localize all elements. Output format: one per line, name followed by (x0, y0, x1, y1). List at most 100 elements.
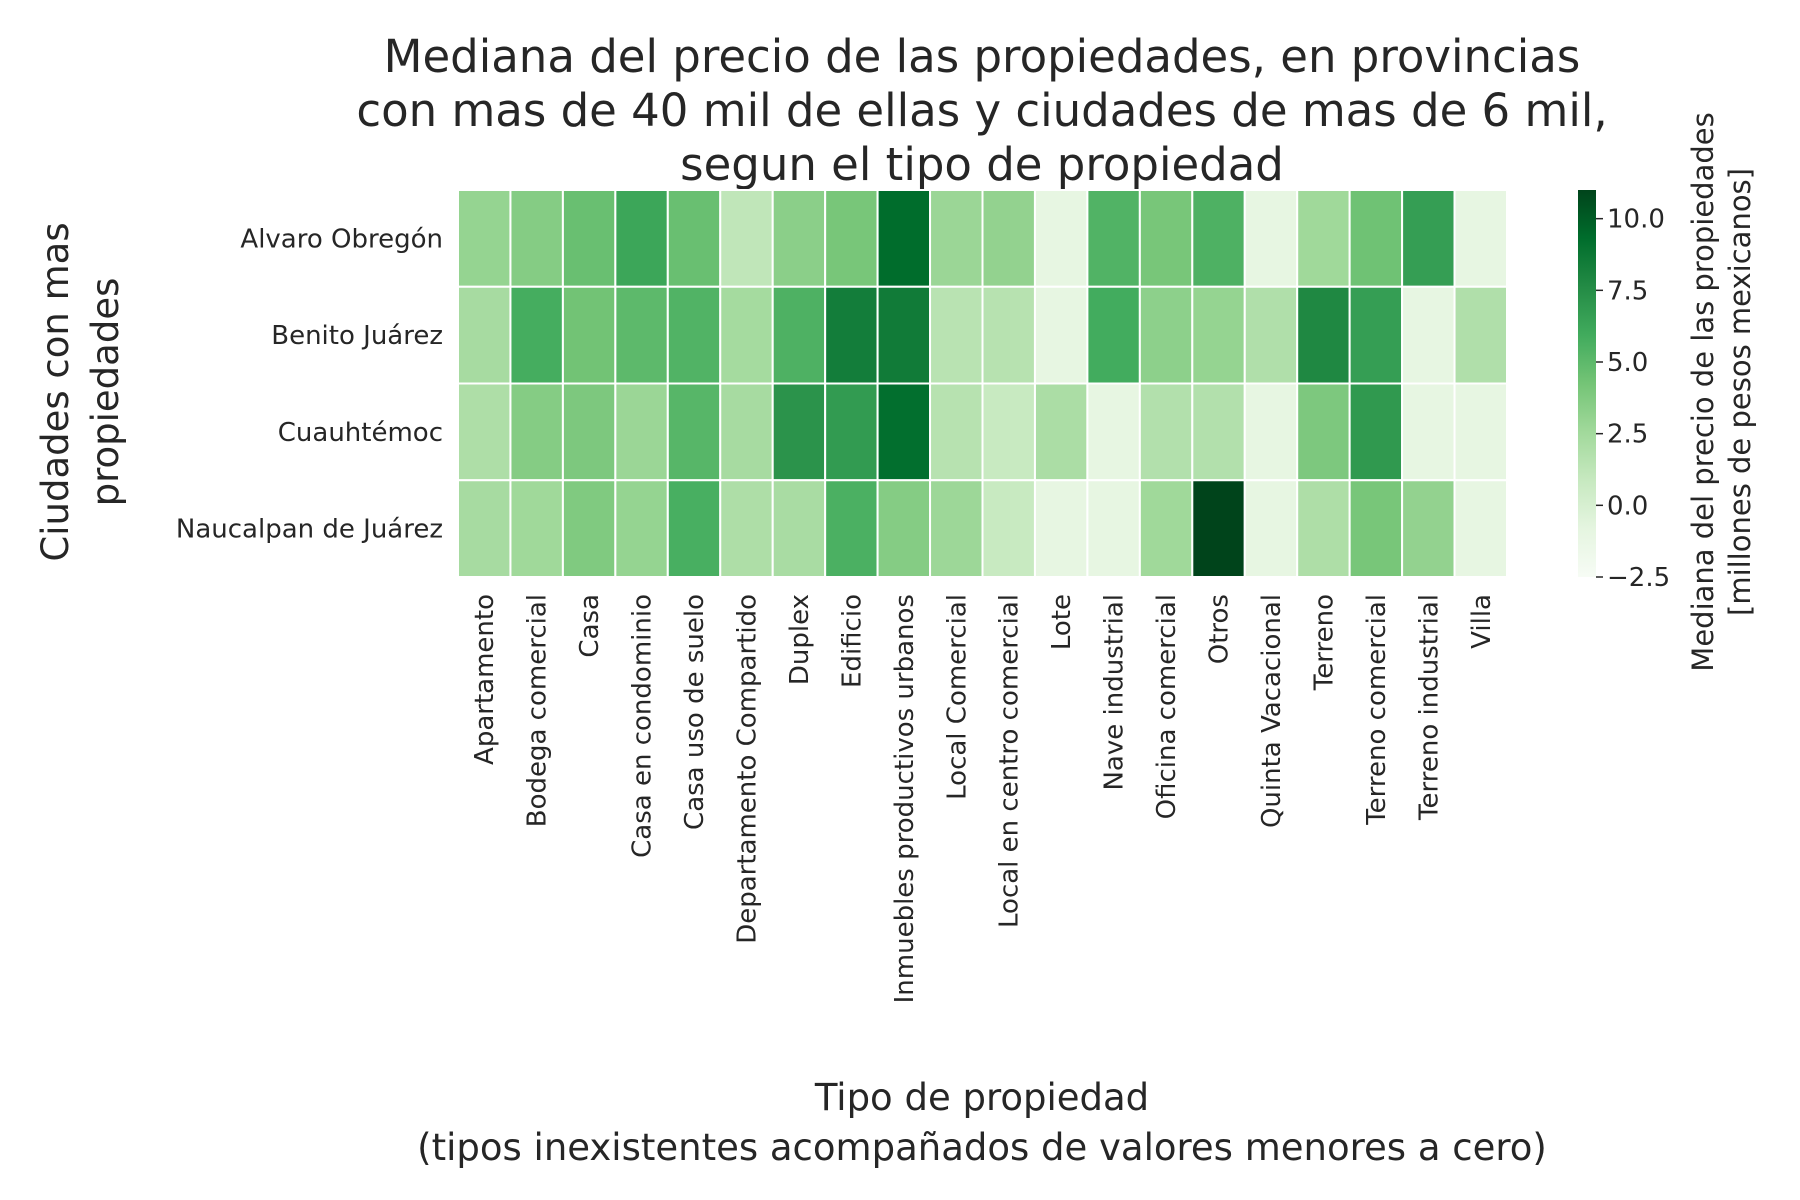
heatmap-cell (1296, 189, 1351, 288)
colorbar-tick-label: 10.0 (1607, 205, 1665, 235)
heatmap-cell (614, 189, 669, 288)
heatmap-cell (1191, 189, 1246, 288)
heatmap-cell (876, 189, 932, 288)
x-tick-label: Duplex (785, 594, 815, 685)
heatmap-cell (666, 189, 722, 288)
heatmap-cell (981, 285, 1036, 385)
heatmap-cell (561, 285, 617, 385)
heatmap-cell (1243, 285, 1299, 385)
x-tick-label: Nave industrial (1100, 594, 1130, 791)
heatmap-cell (561, 382, 617, 482)
heatmap-cell (1401, 189, 1456, 288)
heatmap-cell (1033, 189, 1089, 288)
heatmap-cell (876, 382, 932, 482)
y-tick-label: Cuauhtémoc (278, 418, 443, 448)
heatmap-cell (719, 285, 774, 385)
heatmap-cell (666, 479, 722, 578)
heatmap-cell (1086, 285, 1141, 385)
heatmap-cell (561, 189, 617, 288)
heatmap-cell (1453, 479, 1509, 578)
heatmap-cell (1033, 285, 1089, 385)
x-tick-label: Quinta Vacacional (1257, 594, 1287, 828)
heatmap-cell (719, 189, 774, 288)
heatmap-cell (457, 479, 512, 578)
heatmap-cell (1348, 189, 1404, 288)
heatmap-cell (614, 382, 669, 482)
heatmap-cell (1453, 382, 1509, 482)
colorbar-tick-label: −2.5 (1607, 563, 1670, 593)
heatmap-cell (1453, 285, 1509, 385)
colorbar-tick-label: 7.5 (1607, 276, 1648, 306)
x-tick-label: Casa en condominio (628, 594, 658, 858)
heatmap-cell (1243, 382, 1299, 482)
y-tick-label: Benito Juárez (271, 321, 443, 351)
heatmap-cell (824, 285, 879, 385)
heatmap-cell (614, 285, 669, 385)
heatmap-cell (876, 479, 932, 578)
heatmap-cell (1243, 189, 1299, 288)
heatmap-cell (929, 189, 984, 288)
y-tick-label: Alvaro Obregón (240, 224, 443, 254)
heatmap-cell (1191, 285, 1246, 385)
x-tick-labels: Apartamento Bodega comercial Casa Casa en c… (470, 594, 1497, 1003)
heatmap-cell (1086, 382, 1141, 482)
x-tick-label: Local Comercial (942, 594, 972, 800)
colorbar-gradient (1578, 190, 1596, 577)
heatmap-cell (981, 479, 1036, 578)
heatmap-cell (1086, 189, 1141, 288)
x-tick-label: Casa uso de suelo (680, 594, 710, 830)
heatmap-cell (1191, 382, 1246, 482)
heatmap-cell (457, 189, 512, 288)
x-tick-label: Edificio (837, 594, 867, 688)
x-tick-label: Oficina comercial (1152, 594, 1182, 819)
x-axis-title-line: (tipos inexistentes acompañados de valor… (417, 1126, 1547, 1169)
chart-title-line: segun el tipo de propiedad (680, 138, 1284, 191)
heatmap-cell (614, 479, 669, 578)
heatmap-cell (929, 285, 984, 385)
colorbar-title: Mediana del precio de las propiedades [mi… (1686, 112, 1757, 671)
heatmap-cell (824, 189, 879, 288)
heatmap-cell (457, 285, 512, 385)
heatmap-cell (666, 382, 722, 482)
heatmap-cell (824, 382, 879, 482)
colorbar-tick-label: 0.0 (1607, 491, 1648, 521)
x-tick-label: Villa (1467, 594, 1497, 649)
heatmap-cell (1138, 285, 1194, 385)
heatmap-cells (457, 189, 1509, 578)
y-tick-labels: Alvaro Obregón Benito Juárez Cuauhtémoc Nau… (176, 224, 443, 544)
heatmap-cell (1138, 382, 1194, 482)
y-axis-title-line: Ciudades con mas (34, 222, 77, 561)
heatmap-cell (666, 285, 722, 385)
colorbar: −2.5 0.0 2.5 5.0 7.5 10.0 (1578, 190, 1670, 593)
heatmap-cell (1191, 479, 1246, 578)
heatmap-cell (509, 285, 564, 385)
heatmap-cell (509, 189, 564, 288)
heatmap-cell (1348, 285, 1404, 385)
heatmap-cell (719, 479, 774, 578)
heatmap-cell (457, 382, 512, 482)
heatmap-cell (1296, 382, 1351, 482)
x-tick-label: Bodega comercial (523, 594, 553, 827)
x-tick-label: Departamento Compartido (732, 594, 762, 944)
y-tick-label: Naucalpan de Juárez (176, 515, 443, 545)
x-tick-label: Apartamento (470, 594, 500, 765)
heatmap-cell (771, 285, 827, 385)
x-tick-label: Lote (1047, 594, 1077, 650)
heatmap-cell (1348, 479, 1404, 578)
chart-title: Mediana del precio de las propiedades, e… (356, 30, 1607, 191)
x-tick-label: Terreno comercial (1362, 594, 1392, 826)
x-axis-title-line: Tipo de propiedad (814, 1076, 1149, 1119)
colorbar-tick-label: 2.5 (1607, 420, 1648, 450)
colorbar-title-line: [millones de pesos mexicanos] (1723, 168, 1757, 616)
heatmap-cell (1296, 285, 1351, 385)
x-tick-label: Inmuebles productivos urbanos (890, 594, 920, 1003)
y-axis-title-line: propiedades (84, 278, 127, 507)
heatmap-cell (719, 382, 774, 482)
heatmap-cell (981, 189, 1036, 288)
heatmap-cell (771, 479, 827, 578)
chart-title-line: con mas de 40 mil de ellas y ciudades de… (356, 84, 1607, 137)
heatmap-cell (824, 479, 879, 578)
colorbar-title-line: Mediana del precio de las propiedades (1686, 112, 1720, 671)
heatmap-cell (1453, 189, 1509, 288)
